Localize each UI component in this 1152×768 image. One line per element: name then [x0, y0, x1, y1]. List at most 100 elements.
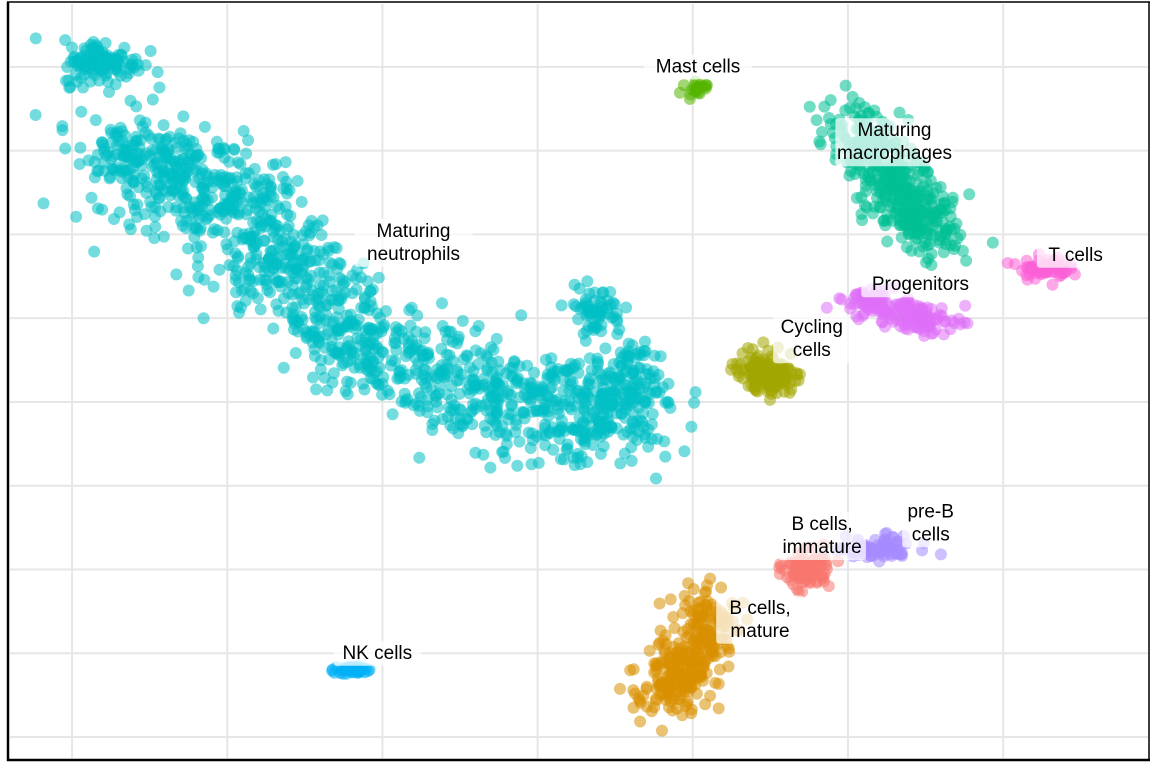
cycling-cells-point — [765, 365, 778, 378]
maturing-neutrophils-point — [639, 335, 651, 348]
maturing-neutrophils-point — [125, 58, 138, 71]
maturing-neutrophils-point — [541, 368, 554, 381]
maturing-neutrophils-point — [108, 213, 120, 225]
b-cells-mature-point — [645, 705, 658, 718]
b-cells-mature-point — [685, 703, 698, 716]
maturing-neutrophils-point — [573, 357, 585, 370]
b-cells-mature-point — [627, 701, 640, 714]
label-background — [778, 512, 866, 560]
b-cells-mature-point — [676, 709, 689, 722]
b-cells-mature-point — [712, 702, 725, 715]
label-background — [333, 640, 422, 666]
maturing-neutrophils-point — [247, 216, 260, 229]
maturing-neutrophils-point — [92, 164, 105, 177]
progenitors-point — [878, 304, 891, 316]
maturing-macrophages-point — [910, 214, 923, 227]
maturing-neutrophils-point — [223, 155, 236, 168]
maturing-neutrophils-point — [289, 347, 302, 359]
maturing-neutrophils-point — [257, 192, 270, 205]
maturing-neutrophils-point — [614, 457, 627, 470]
maturing-neutrophils-point — [212, 174, 225, 187]
maturing-neutrophils-point — [645, 418, 658, 431]
maturing-neutrophils-point — [545, 381, 558, 394]
cluster-label-line: T cells — [1048, 245, 1103, 266]
maturing-neutrophils-point — [650, 472, 662, 485]
maturing-neutrophils-point — [364, 285, 377, 298]
maturing-neutrophils-point — [182, 242, 194, 255]
maturing-neutrophils-point — [436, 297, 448, 310]
maturing-macrophages-point — [896, 178, 909, 191]
maturing-neutrophils-point — [336, 359, 349, 372]
b-cells-mature-point — [699, 698, 712, 711]
maturing-neutrophils-point — [331, 324, 344, 337]
maturing-neutrophils-point — [194, 222, 207, 235]
maturing-neutrophils-point — [384, 359, 397, 372]
maturing-neutrophils-point — [313, 278, 326, 291]
maturing-macrophages-point — [920, 256, 933, 269]
label-background — [902, 499, 960, 548]
maturing-neutrophils-point — [632, 362, 645, 375]
maturing-neutrophils-point — [208, 223, 221, 236]
maturing-macrophages-point — [824, 94, 837, 107]
maturing-neutrophils-point — [305, 214, 318, 227]
maturing-neutrophils-point — [591, 356, 604, 368]
maturing-neutrophils-point — [420, 372, 433, 385]
maturing-macrophages-point — [925, 199, 938, 212]
maturing-neutrophils-point — [659, 450, 672, 463]
b-cells-mature-point — [627, 684, 640, 697]
maturing-neutrophils-point — [153, 167, 166, 180]
label-background — [835, 118, 954, 167]
maturing-macrophages-point — [885, 184, 898, 197]
maturing-neutrophils-point — [247, 287, 259, 300]
progenitors-point — [875, 315, 888, 328]
maturing-neutrophils-point — [567, 298, 580, 311]
maturing-neutrophils-point — [543, 427, 556, 440]
maturing-neutrophils-point — [272, 304, 285, 317]
maturing-neutrophils-point — [651, 432, 664, 445]
cluster-label-line: Maturing — [377, 221, 451, 242]
maturing-neutrophils-point — [435, 365, 448, 378]
maturing-neutrophils-point — [148, 232, 161, 245]
maturing-neutrophils-point — [410, 367, 423, 380]
maturing-macrophages-point — [863, 167, 875, 180]
maturing-neutrophils-point — [370, 376, 383, 389]
maturing-neutrophils-point — [59, 142, 72, 155]
b-cells-mature-point — [643, 644, 656, 657]
maturing-neutrophils-point — [124, 223, 137, 236]
maturing-neutrophils-point — [96, 136, 109, 149]
maturing-macrophages-point — [963, 188, 976, 201]
maturing-neutrophils-point — [525, 458, 538, 471]
maturing-macrophages-point — [913, 245, 926, 258]
maturing-neutrophils-point — [267, 244, 280, 257]
progenitors-point — [844, 302, 857, 315]
maturing-neutrophils-point — [258, 265, 271, 278]
b-cells-mature-point — [640, 680, 653, 693]
maturing-neutrophils-point — [78, 42, 91, 55]
maturing-neutrophils-point — [484, 461, 497, 474]
maturing-neutrophils-point — [619, 411, 632, 424]
maturing-neutrophils-point — [227, 142, 240, 155]
cycling-cells-point — [732, 366, 745, 379]
maturing-neutrophils-point — [177, 110, 190, 123]
maturing-neutrophils-point — [271, 199, 284, 212]
maturing-neutrophils-point — [29, 109, 42, 121]
maturing-neutrophils-point — [157, 119, 170, 132]
maturing-macrophages-point — [859, 185, 872, 198]
maturing-neutrophils-point — [432, 387, 445, 400]
maturing-neutrophils-point — [197, 312, 210, 325]
b-cells-mature-point — [694, 669, 707, 681]
maturing-macrophages-point — [873, 179, 886, 192]
maturing-neutrophils-point — [354, 361, 367, 374]
maturing-macrophages-point — [860, 201, 873, 214]
cycling-cells-point — [761, 385, 774, 398]
progenitors-point — [929, 323, 942, 336]
maturing-neutrophils-point — [341, 375, 354, 388]
maturing-neutrophils-point — [169, 204, 182, 217]
maturing-neutrophils-point — [492, 355, 505, 368]
label-background — [1036, 242, 1115, 268]
maturing-neutrophils-point — [421, 394, 434, 406]
maturing-neutrophils-point — [179, 192, 192, 205]
b-cells-mature-point — [634, 715, 647, 728]
maturing-neutrophils-point — [322, 269, 335, 282]
